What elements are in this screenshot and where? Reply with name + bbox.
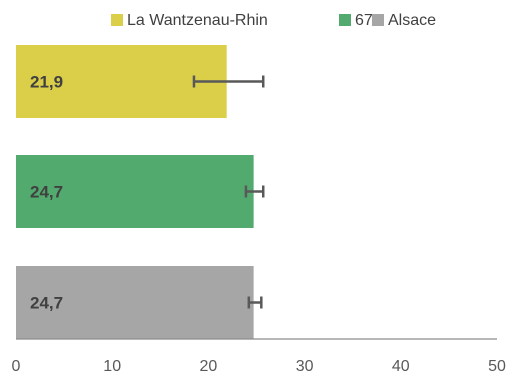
legend-label-2: 67 (355, 12, 373, 29)
x-axis: 0 10 20 30 40 50 (12, 338, 506, 375)
legend: La Wantzenau-Rhin 67 Alsace (111, 12, 436, 29)
legend-swatch-3 (372, 14, 384, 26)
legend-swatch-1 (111, 14, 123, 26)
x-tick-label-50: 50 (488, 358, 506, 375)
legend-swatch-2 (339, 14, 351, 26)
data-label-2: 24,7 (30, 183, 63, 202)
bars-group: 21,9 24,7 24,7 (16, 45, 265, 339)
bar-3 (16, 266, 254, 339)
data-label-3: 24,7 (30, 294, 63, 313)
x-tick-label-20: 20 (200, 358, 218, 375)
data-label-1: 21,9 (30, 73, 63, 92)
x-tick-label-40: 40 (392, 358, 410, 375)
legend-label-3: Alsace (388, 12, 436, 29)
x-tick-label-10: 10 (103, 358, 121, 375)
legend-label-1: La Wantzenau-Rhin (127, 12, 268, 29)
bar-1 (16, 45, 227, 118)
x-tick-label-0: 0 (12, 358, 21, 375)
bar-2 (16, 155, 254, 228)
x-tick-label-30: 30 (296, 358, 314, 375)
